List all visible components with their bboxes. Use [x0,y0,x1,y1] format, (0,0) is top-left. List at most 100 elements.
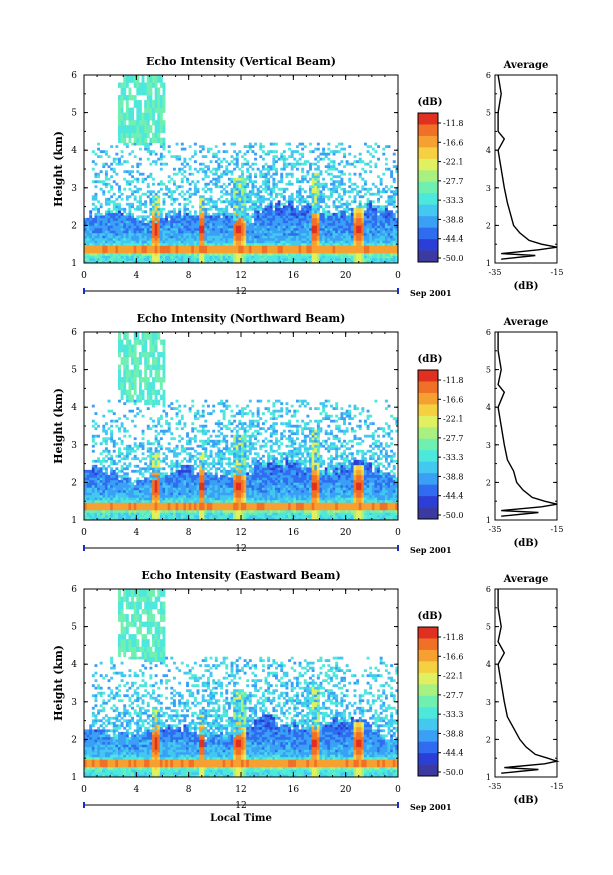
heatmap-cell [115,489,119,493]
heatmap-cell [254,255,257,259]
heatmap-cell [125,215,129,219]
heatmap-cell [91,477,95,481]
heatmap-cell [146,115,150,118]
heatmap-cell [91,227,95,231]
heatmap-cell [371,222,375,226]
heatmap-cell [102,499,106,503]
heatmap-cell [295,207,299,211]
heatmap-cell [314,177,318,181]
heatmap-cell [350,212,354,216]
heatmap-cell [141,180,145,184]
heatmap-cell [94,175,98,179]
heatmap-cell [356,237,360,241]
heatmap-cell [141,87,145,91]
heatmap-cell [131,394,135,398]
heatmap-cell [256,197,260,201]
heatmap-cell [91,235,95,239]
heatmap-cell [86,250,90,254]
heatmap-cell [382,190,386,194]
heatmap-cell [356,235,360,239]
heatmap-cell [290,240,294,244]
heatmap-cell [157,125,161,128]
heatmap-cell [131,165,135,169]
heatmap-cell [306,245,310,249]
heatmap-cell [225,205,229,209]
heatmap-cell [390,175,394,179]
heatmap-cell [322,252,326,256]
heatmap-cell [97,504,100,508]
heatmap-cell [335,225,339,229]
heatmap-cell [128,252,132,256]
heatmap-cell [241,227,244,231]
heatmap-cell [112,220,116,224]
heatmap-cell [188,182,192,186]
heatmap-cell [107,240,111,244]
heatmap-cell [193,192,197,196]
heatmap-cell [348,220,352,224]
heatmap-cell [112,502,116,506]
heatmap-cell [340,212,344,216]
heatmap-cell [97,494,100,498]
heatmap-cell [186,207,189,211]
heatmap-cell [159,107,163,111]
heatmap-cell [322,147,326,151]
heatmap-cell [136,237,140,241]
heatmap-cell [110,250,114,254]
heatmap-cell [214,222,218,226]
heatmap-cell [337,252,341,256]
average-y-tick-label: 6 [486,71,491,80]
heatmap-cell [120,87,124,91]
heatmap-cell [128,489,132,493]
heatmap-cell [295,217,299,221]
heatmap-cell [107,514,111,518]
heatmap-cell [191,232,195,236]
heatmap-cell [301,155,305,159]
heatmap-cell [144,85,148,88]
heatmap-cell [261,242,265,246]
heatmap-cell [350,227,354,231]
heatmap-cell [125,479,129,483]
heatmap-cell [298,232,302,236]
heatmap-cell [125,374,129,378]
heatmap-cell [91,464,95,468]
heatmap-cell [387,197,391,201]
heatmap-cell [138,140,142,143]
heatmap-cell [138,237,142,241]
heatmap-cell [280,232,284,236]
heatmap-cell [269,187,273,191]
heatmap-cell [102,250,106,254]
heatmap-cell [94,237,98,241]
heatmap-cell [118,374,121,378]
heatmap-cell [118,494,121,498]
heatmap-cell [301,252,305,256]
heatmap-cell [269,222,273,226]
heatmap-cell [350,210,354,214]
heatmap-cell [170,225,174,229]
heatmap-cell [261,227,265,231]
heatmap-cell [125,82,129,86]
heatmap-cell [243,247,247,251]
heatmap-cell [201,232,205,236]
heatmap-cell [324,212,328,216]
heatmap-cell [275,252,278,256]
heatmap-cell [350,245,354,249]
heatmap-cell [199,230,203,234]
heatmap-cell [138,142,142,146]
heatmap-cell [112,489,116,493]
heatmap-cell [390,260,394,264]
heatmap-cell [123,484,127,488]
heatmap-cell [170,195,174,199]
heatmap-cell [125,509,129,513]
heatmap-cell [104,230,108,234]
heatmap-cell [206,235,210,239]
heatmap-cell [154,100,158,103]
heatmap-cell [136,235,140,239]
heatmap-cell [358,255,362,259]
heatmap-cell [149,220,153,224]
heatmap-cell [324,155,328,159]
heatmap-cell [353,222,357,226]
heatmap-cell [301,147,305,151]
heatmap-cell [131,115,135,118]
heatmap-cell [94,180,98,184]
heatmap-cell [272,155,276,159]
